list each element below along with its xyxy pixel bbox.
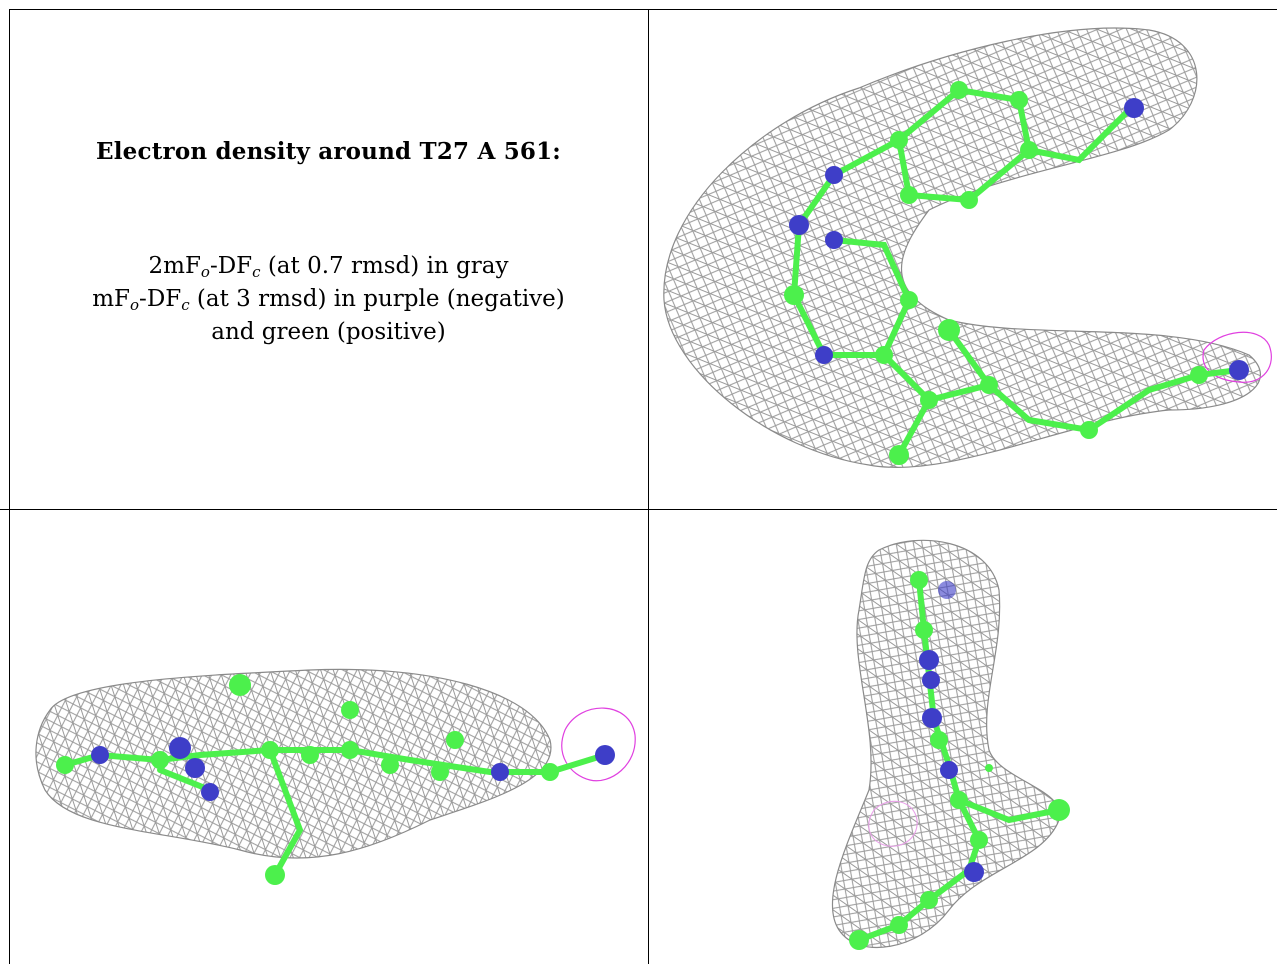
density-panel-end-on xyxy=(831,539,1070,950)
density-panel-side-on xyxy=(35,668,636,885)
legend-line-green: and green (positive) xyxy=(211,319,446,345)
caption-title: Electron density around T27 A 561: xyxy=(95,138,561,165)
density-mesh-gray xyxy=(663,27,1261,468)
legend-line-purple: mFo-DFc (at 3 rmsd) in purple (negative) xyxy=(92,286,565,314)
table-top-border xyxy=(10,9,1277,10)
carbon-atoms xyxy=(849,571,1070,950)
nitrogen-atoms xyxy=(919,581,984,882)
density-mesh-negative xyxy=(868,800,918,847)
table-middle-rule xyxy=(0,509,1277,510)
carbon-atoms xyxy=(784,81,1208,465)
density-panel-face-on xyxy=(663,27,1272,468)
caption-cell: Electron density around T27 A 561: 2mFo-… xyxy=(10,10,647,508)
density-mesh-negative xyxy=(561,707,636,782)
legend-line-gray: 2mFo-DFc (at 0.7 rmsd) in gray xyxy=(148,253,509,281)
nitrogen-atoms xyxy=(91,737,615,801)
density-mesh-gray xyxy=(35,668,552,859)
nitrogen-atoms xyxy=(789,98,1249,380)
caption-legend: 2mFo-DFc (at 0.7 rmsd) in gray mFo-DFc (… xyxy=(10,250,647,349)
carbon-atoms xyxy=(56,674,559,885)
table-center-divider xyxy=(648,9,649,964)
table-left-border xyxy=(9,9,10,964)
